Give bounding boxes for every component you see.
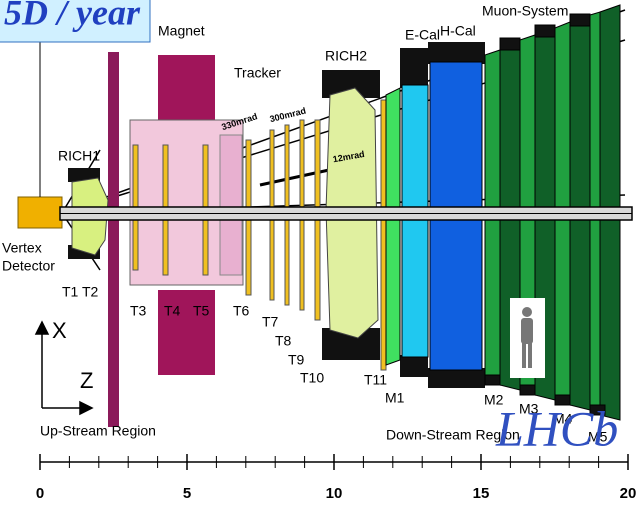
axis-label: Z — [80, 368, 93, 393]
labels: Magnet Tracker RICH2 E-Cal H-Cal Muon-Sy… — [2, 3, 618, 457]
tracker-plane — [219, 134, 243, 276]
label: T11 — [364, 372, 387, 388]
label: RICH2 — [325, 48, 367, 64]
tick-label: 20 — [620, 485, 637, 502]
magnet-yoke — [158, 290, 215, 375]
ecal — [401, 84, 429, 358]
label: E-Cal — [405, 27, 440, 43]
brand: LHCb — [495, 400, 618, 456]
label: RICH1 — [58, 148, 100, 164]
label: T9 — [288, 352, 305, 368]
label: T7 — [262, 314, 279, 330]
vertex-detector — [17, 196, 63, 229]
ecal-frame — [400, 48, 428, 88]
region-label: Down-Stream Region — [386, 427, 520, 443]
label: Tracker — [234, 65, 281, 81]
label: M5 — [588, 429, 608, 445]
label: M1 — [385, 390, 405, 406]
scale: 0 5 10 15 20 — [36, 454, 637, 502]
label: Muon-System — [482, 3, 568, 19]
label: T8 — [275, 333, 292, 349]
coordinate-arrows — [34, 320, 94, 416]
header-title: 5D / year — [4, 0, 141, 32]
human-figure — [521, 307, 533, 368]
hcal-frame — [428, 368, 485, 388]
preshower — [385, 87, 401, 366]
label: Vertex — [2, 240, 42, 256]
tick-label: 5 — [183, 485, 191, 502]
label: H-Cal — [440, 23, 476, 39]
label: T10 — [300, 370, 324, 386]
label: Magnet — [158, 23, 205, 39]
tick-label: 0 — [36, 485, 44, 502]
label: Detector — [2, 258, 55, 274]
label: T5 — [193, 303, 210, 319]
region-label: Up-Stream Region — [40, 423, 156, 439]
ecal-frame — [400, 355, 428, 377]
tick-label: 10 — [326, 485, 343, 502]
label: T3 — [130, 303, 147, 319]
label: T6 — [233, 303, 250, 319]
tick-label: 15 — [473, 485, 490, 502]
hcal-frame — [428, 42, 485, 64]
label: T4 — [164, 303, 181, 319]
header-box — [0, 0, 151, 43]
axis-label: X — [52, 318, 67, 343]
label: T1 T2 — [62, 284, 99, 300]
label: M2 — [484, 392, 504, 408]
magnet-plate — [108, 52, 119, 427]
label: M3 — [519, 401, 539, 417]
label: M4 — [553, 411, 573, 427]
